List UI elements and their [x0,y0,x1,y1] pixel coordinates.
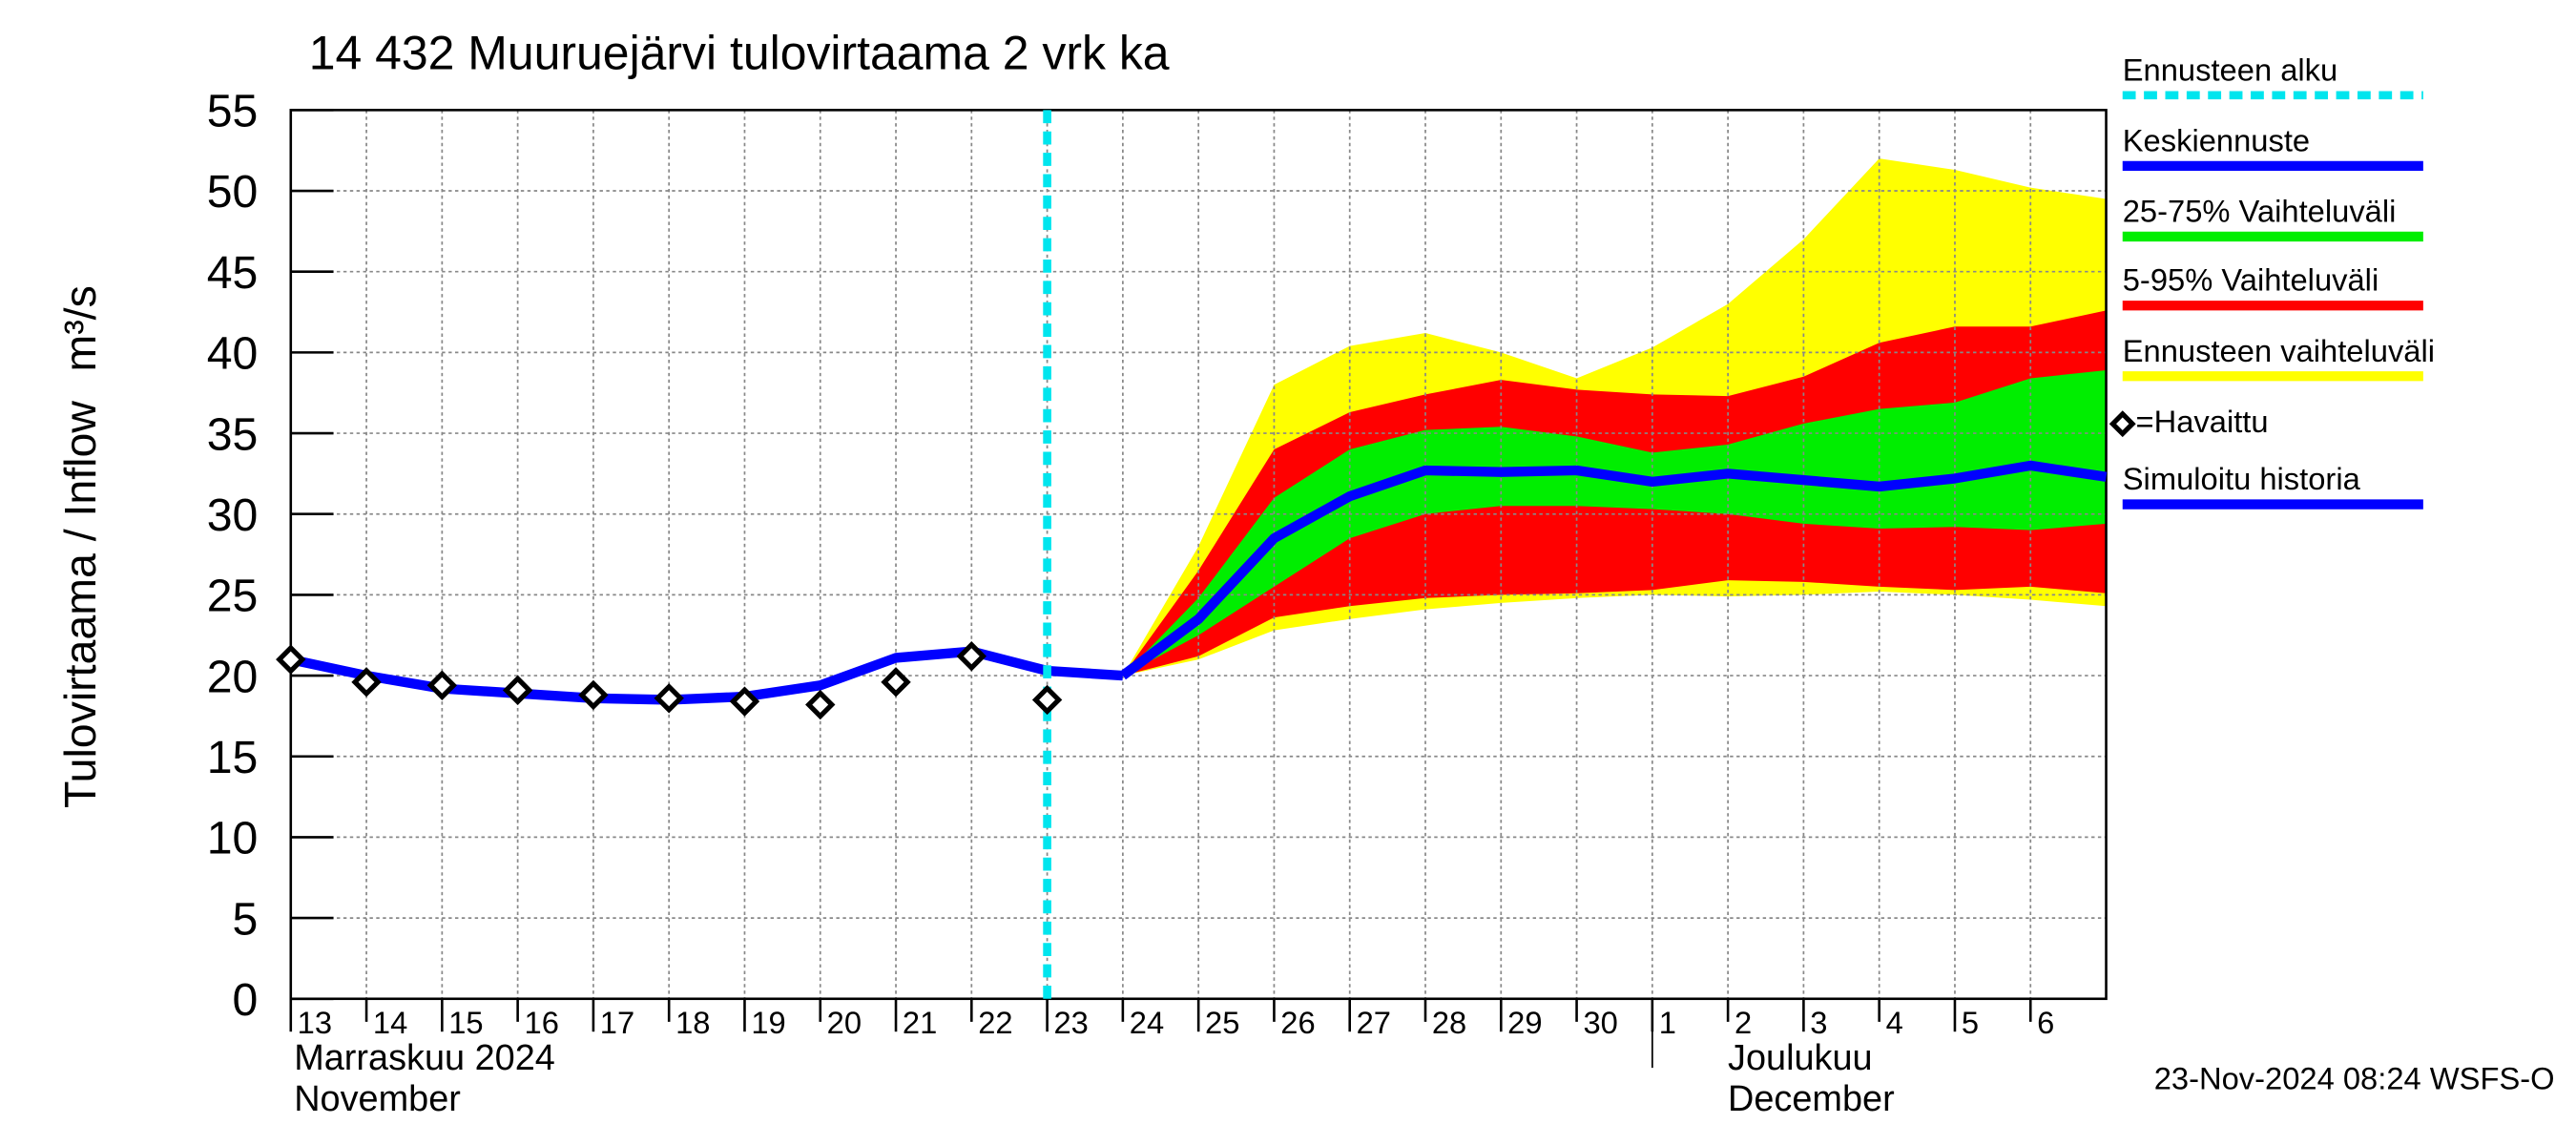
month-label: Marraskuu 2024 [294,1038,555,1078]
observed-point [956,641,987,672]
legend-label: 5-95% Vaihteluväli [2123,262,2379,298]
x-tick-label: 17 [600,1005,634,1040]
x-tick-label: 29 [1507,1005,1542,1040]
x-tick-label: 1 [1659,1005,1676,1040]
x-tick-label: 3 [1810,1005,1827,1040]
observed-point [1031,684,1063,716]
band-area [1122,370,2107,677]
observed-point [351,667,382,697]
y-tick-label: 15 [207,732,259,783]
observed-point [578,679,609,711]
x-tick-label: 4 [1886,1005,1903,1040]
x-tick-label: 21 [903,1005,937,1040]
legend-marker [2109,410,2136,438]
x-tick-label: 14 [373,1005,407,1040]
observed-point [276,644,306,675]
x-tick-label: 16 [525,1005,559,1040]
chart-title: 14 432 Muuruejärvi tulovirtaama 2 vrk ka [309,26,1170,79]
footer: 23-Nov-2024 08:24 WSFS-O [2154,1060,2555,1095]
observed-point [729,686,760,717]
legend-label: =Havaittu [2136,404,2269,439]
x-tick-label: 20 [827,1005,862,1040]
legend-label: Ennusteen vaihteluväli [2123,333,2435,368]
y-tick-label: 25 [207,571,259,622]
legend-label: Keskiennuste [2123,122,2310,157]
x-tick-label: 23 [1053,1005,1088,1040]
y-tick-label: 0 [233,974,259,1026]
y-tick-label: 20 [207,651,259,702]
y-tick-label: 10 [207,813,259,864]
x-tick-label: 22 [978,1005,1012,1040]
legend-label: 25-75% Vaihteluväli [2123,193,2397,228]
observed-point [426,670,458,700]
y-tick-label: 30 [207,489,259,541]
y-tick-label: 35 [207,408,259,460]
observed-point [654,683,684,714]
y-tick-label: 5 [233,893,259,945]
y-tick-label: 45 [207,247,259,299]
x-tick-label: 15 [448,1005,483,1040]
x-tick-label: 26 [1280,1005,1315,1040]
x-tick-label: 25 [1205,1005,1239,1040]
x-tick-label: 5 [1962,1005,1979,1040]
x-tick-label: 13 [298,1005,332,1040]
observed-point [805,689,836,720]
observed-point [502,675,533,706]
plot-frame [289,109,2108,1001]
y-axis-unit: m³/s [55,285,105,371]
legend-label: Ennusteen alku [2123,52,2337,87]
series-line [1119,460,2108,680]
y-tick-label: 50 [207,166,259,218]
x-tick-label: 28 [1432,1005,1466,1040]
x-tick-label: 30 [1583,1005,1617,1040]
month-label: November [294,1079,461,1119]
x-tick-label: 27 [1357,1005,1391,1040]
x-tick-label: 6 [2037,1005,2054,1040]
month-label: Joulukuu [1728,1038,1873,1078]
y-axis-label-group: Tulovirtaama / Inflow m³/s [55,285,105,808]
month-label: December [1728,1079,1895,1119]
x-tick-label: 2 [1735,1005,1752,1040]
y-axis-label: Tulovirtaama / Inflow [55,401,105,808]
observed-point [881,667,911,697]
y-tick-label: 55 [207,86,259,137]
x-tick-label: 19 [751,1005,785,1040]
legend-label: Simuloitu historia [2123,461,2361,496]
x-tick-label: 24 [1130,1005,1164,1040]
y-tick-label: 40 [207,328,259,380]
x-tick-label: 18 [675,1005,710,1040]
